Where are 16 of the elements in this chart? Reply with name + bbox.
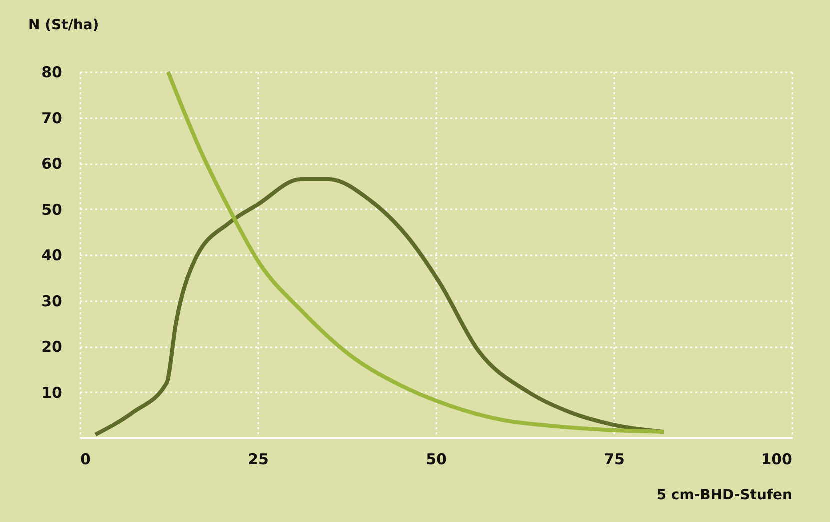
y-axis-title: N (St/ha) xyxy=(28,18,100,34)
y-tick-label: 40 xyxy=(42,246,62,264)
y-tick-label: 70 xyxy=(42,109,62,128)
y-tick-label: 10 xyxy=(42,384,62,402)
y-tick-label: 30 xyxy=(42,292,62,310)
x-axis-title: 5 cm-BHD-Stufen xyxy=(656,488,792,504)
y-tick-label: 60 xyxy=(42,155,62,173)
x-tick-label: 50 xyxy=(426,450,447,468)
y-tick-label: 20 xyxy=(42,338,62,356)
x-tick-label: 100 xyxy=(761,450,792,468)
y-tick-label: 50 xyxy=(42,200,62,219)
x-tick-label: 25 xyxy=(248,450,269,468)
line-series xyxy=(166,70,666,434)
x-tick-label: 75 xyxy=(604,450,625,468)
y-tick-label: 80 xyxy=(42,64,62,82)
x-tick-label: 0 xyxy=(80,450,91,468)
